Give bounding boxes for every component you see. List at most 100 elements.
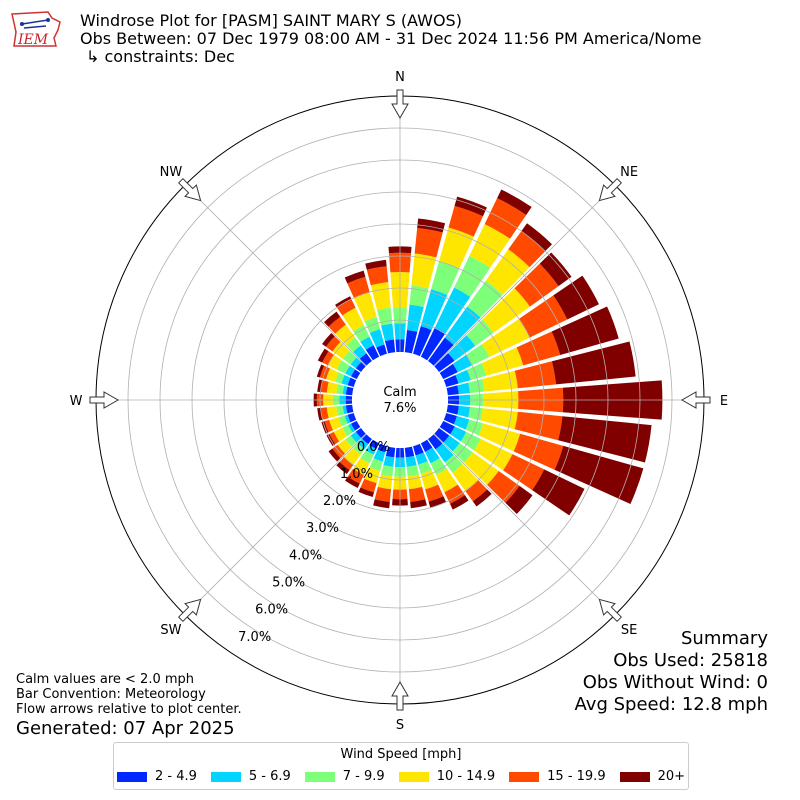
speed-legend: Wind Speed [mph] 2 - 4.9 5 - 6.9 7 - 9.9 10…: [113, 742, 689, 790]
grid-spoke-45: [433, 184, 616, 367]
bar-200deg-bin-4: [360, 478, 377, 493]
bar-250deg-bin-1: [344, 414, 351, 424]
bar-130deg-bin-0: [434, 428, 450, 443]
legend-item-2: 7 - 9.9: [304, 769, 385, 784]
bar-250deg-bin-2: [338, 415, 348, 427]
bar-230deg-bin-1: [350, 431, 362, 443]
bar-10deg-bin-4: [414, 228, 443, 258]
bar-320deg-bin-1: [353, 345, 367, 359]
radial-label-5: 5.0%: [272, 575, 305, 590]
bars-layer: [313, 189, 663, 516]
bar-100deg-bin-5: [558, 416, 652, 463]
bar-100deg-bin-1: [457, 405, 471, 418]
bar-290deg-bin-5: [316, 364, 325, 378]
bar-60deg-bin-2: [466, 344, 490, 366]
bar-110deg-bin-0: [443, 412, 457, 425]
grid-layer: [96, 96, 704, 704]
bar-260deg-bin-2: [336, 405, 345, 416]
arrow-nw-icon: [177, 177, 202, 202]
arrow-sw-icon: [177, 598, 202, 623]
bar-350deg-bin-0: [384, 339, 396, 354]
bar-310deg-bin-1: [350, 357, 362, 369]
direction-label-se: SE: [621, 623, 637, 638]
bar-330deg-bin-5: [335, 296, 352, 308]
radial-label-7: 7.0%: [238, 630, 271, 645]
bar-50deg-bin-4: [514, 263, 559, 307]
bar-40deg-bin-1: [444, 306, 481, 346]
legend-label-3: 10 - 14.9: [436, 769, 496, 784]
bar-230deg-bin-2: [345, 435, 357, 447]
legend-item-1: 5 - 6.9: [210, 769, 291, 784]
bar-240deg-bin-1: [348, 423, 356, 433]
bar-120deg-bin-5: [532, 469, 585, 516]
bar-10deg-bin-1: [406, 304, 424, 332]
bar-260deg-bin-3: [326, 406, 338, 419]
iem-logo: IEM: [11, 11, 61, 48]
direction-label-w: W: [70, 394, 83, 409]
bar-280deg-bin-4: [320, 380, 329, 393]
bar-30deg-bin-1: [434, 287, 471, 334]
arrow-ne-icon: [598, 177, 623, 202]
bar-280deg-bin-1: [342, 385, 348, 395]
bar-330deg-bin-2: [353, 325, 370, 342]
notes: Calm values are < 2.0 mph Bar Convention…: [16, 672, 242, 717]
bar-20deg-bin-2: [431, 261, 460, 296]
bar-220deg-bin-0: [362, 434, 372, 445]
bar-50deg-bin-5: [539, 252, 572, 287]
bar-70deg-bin-3: [481, 347, 524, 376]
legend-item-4: 15 - 19.9: [509, 769, 606, 784]
bar-300deg-bin-2: [336, 360, 350, 374]
bar-170deg-bin-5: [410, 499, 427, 509]
bar-140deg-bin-0: [428, 434, 443, 450]
bar-60deg-bin-4: [518, 295, 568, 338]
bar-140deg-bin-5: [472, 489, 492, 507]
bar-330deg-bin-4: [336, 299, 356, 316]
legend-swatch-2: [304, 771, 335, 782]
bar-70deg-bin-4: [516, 331, 561, 366]
bar-300deg-bin-0: [350, 369, 361, 380]
bar-260deg-bin-5: [317, 407, 323, 421]
bar-320deg-bin-3: [335, 324, 356, 346]
bar-110deg-bin-4: [513, 433, 564, 470]
bar-140deg-bin-1: [435, 443, 454, 463]
arrow-s-icon: [391, 680, 409, 711]
direction-label-e: E: [720, 394, 728, 409]
bar-330deg-bin-3: [342, 307, 364, 332]
summary-avg-speed: Avg Speed: 12.8 mph: [574, 694, 768, 715]
bar-340deg-bin-4: [347, 276, 370, 298]
bar-230deg-bin-5: [328, 448, 341, 462]
bar-80deg-bin-2: [468, 379, 485, 394]
bar-10deg-bin-5: [417, 218, 446, 233]
calm-circle: [352, 352, 448, 448]
bar-290deg-bin-0: [347, 377, 357, 388]
bar-40deg-bin-0: [428, 337, 454, 366]
bar-150deg-bin-3: [436, 468, 458, 493]
bar-100deg-bin-4: [514, 411, 563, 441]
bar-110deg-bin-5: [554, 445, 644, 505]
bar-350deg-bin-5: [365, 259, 387, 270]
bar-150deg-bin-2: [430, 458, 447, 475]
bar-290deg-bin-3: [326, 368, 339, 382]
legend-label-4: 15 - 19.9: [547, 769, 606, 784]
bar-200deg-bin-5: [358, 487, 375, 498]
direction-label-s: S: [396, 718, 404, 733]
bar-100deg-bin-0: [446, 404, 459, 415]
bar-220deg-bin-2: [353, 443, 365, 455]
bar-310deg-bin-3: [332, 341, 350, 359]
bar-30deg-bin-2: [454, 255, 491, 297]
bar-140deg-bin-3: [452, 464, 479, 491]
bar-340deg-bin-5: [344, 270, 366, 284]
chart-header: Windrose Plot for [PASM] SAINT MARY S (A…: [80, 12, 701, 66]
bar-120deg-bin-0: [439, 420, 455, 435]
logo-text: IEM: [17, 32, 49, 48]
bar-10deg-bin-0: [404, 329, 418, 354]
bar-20deg-bin-1: [420, 289, 448, 331]
bar-300deg-bin-5: [317, 348, 329, 363]
labels-layer: N NW W SW S SE E NE 0.0% 1.0% 2.0% 3.0% 4.0% 5.0% 6.0%…: [70, 70, 729, 733]
bar-20deg-bin-4: [448, 205, 483, 237]
calm-value: 7.6%: [383, 401, 416, 416]
bar-40deg-bin-3: [485, 249, 530, 295]
bar-20deg-bin-0: [412, 326, 432, 357]
generated-date: Generated: 07 Apr 2025: [16, 718, 235, 739]
